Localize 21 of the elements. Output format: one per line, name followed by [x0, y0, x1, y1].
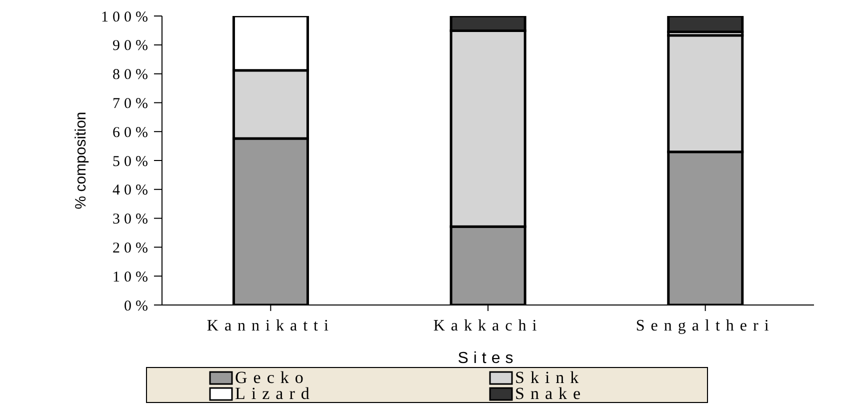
y-tick-label: 30% [112, 212, 152, 228]
x-tick-label: Kannikatti [206, 317, 334, 334]
y-tick-label: 100% [101, 9, 152, 26]
x-tick-label: Sengaltheri [636, 317, 775, 334]
y-tick-label: 40% [112, 182, 152, 199]
y-tick-label: 70% [112, 96, 152, 112]
legend-label: Snake [515, 384, 587, 403]
x-axis-title: Sites [458, 350, 518, 367]
y-tick-label: 20% [112, 240, 152, 257]
y-tick-label: 60% [112, 124, 152, 141]
legend-label: Skink [515, 368, 585, 387]
y-tick-label: 50% [112, 154, 152, 170]
legend-label: Gecko [235, 368, 310, 387]
y-tick-label: 80% [112, 67, 152, 84]
y-tick-label: 90% [112, 38, 152, 54]
x-tick-label: Kakkachi [433, 317, 543, 334]
y-tick-label: 0% [124, 298, 152, 314]
y-axis-title: % composition [72, 112, 90, 210]
legend-label: Lizard [235, 384, 316, 403]
bar [667, 16, 744, 34]
y-tick-label: 10% [112, 269, 152, 286]
